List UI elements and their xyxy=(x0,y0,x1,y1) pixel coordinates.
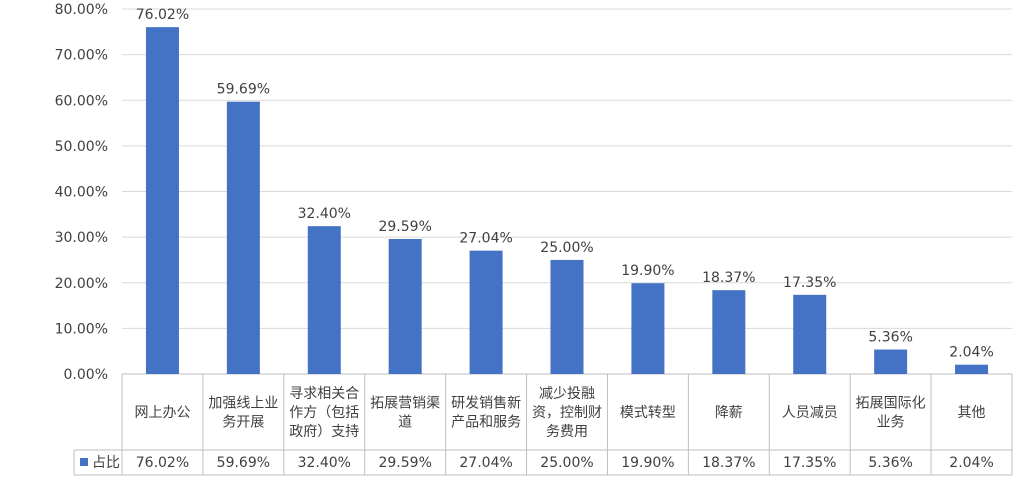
data-label: 27.04% xyxy=(459,231,512,247)
category-label: 模式转型 xyxy=(620,405,676,421)
category-label: 务开展 xyxy=(222,415,264,431)
bar xyxy=(874,349,908,374)
data-label: 17.35% xyxy=(783,275,836,291)
bar xyxy=(793,294,827,374)
category-label: 拓展营销渠 xyxy=(370,396,440,412)
bar xyxy=(469,250,503,374)
bar xyxy=(712,290,746,374)
table-value: 2.04% xyxy=(949,455,993,471)
data-label: 2.04% xyxy=(949,345,993,361)
y-tick-label: 10.00% xyxy=(55,321,108,337)
table-value: 27.04% xyxy=(459,455,512,471)
legend-swatch xyxy=(80,458,88,466)
table-value: 32.40% xyxy=(298,455,351,471)
bar xyxy=(631,283,665,374)
y-tick-label: 30.00% xyxy=(55,230,108,246)
table-value: 59.69% xyxy=(217,455,270,471)
category-label: 加强线上业 xyxy=(208,396,278,412)
category-label: 其他 xyxy=(958,405,986,421)
category-label: 作方（包括 xyxy=(289,405,359,421)
category-label: 网上办公 xyxy=(134,405,190,421)
category-label: 政府）支持 xyxy=(289,424,359,440)
data-label: 5.36% xyxy=(868,330,912,346)
table-value: 19.90% xyxy=(621,455,674,471)
category-label: 业务 xyxy=(877,415,905,431)
category-label: 资，控制财 xyxy=(532,405,602,421)
y-tick-label: 60.00% xyxy=(55,93,108,109)
data-label: 59.69% xyxy=(217,82,270,98)
table-value: 29.59% xyxy=(378,455,431,471)
table-value: 76.02% xyxy=(136,455,189,471)
category-label: 务费用 xyxy=(546,424,588,440)
category-label: 产品和服务 xyxy=(451,415,521,431)
y-tick-label: 70.00% xyxy=(55,48,108,64)
data-label: 19.90% xyxy=(621,263,674,279)
category-label: 人员减员 xyxy=(782,405,838,421)
bar xyxy=(226,101,260,375)
category-label: 减少投融 xyxy=(539,386,595,402)
bar xyxy=(388,238,422,374)
bar xyxy=(307,226,341,374)
category-label: 道 xyxy=(398,415,412,431)
table-value: 17.35% xyxy=(783,455,836,471)
table-value: 5.36% xyxy=(868,455,912,471)
data-label: 18.37% xyxy=(702,270,755,286)
bar xyxy=(145,27,179,374)
data-label: 29.59% xyxy=(378,219,431,235)
y-tick-label: 20.00% xyxy=(55,276,108,292)
table-value: 25.00% xyxy=(540,455,593,471)
data-label: 32.40% xyxy=(298,206,351,222)
bar xyxy=(955,364,989,374)
data-label: 25.00% xyxy=(540,240,593,256)
table-value: 18.37% xyxy=(702,455,755,471)
data-label: 76.02% xyxy=(136,7,189,23)
category-label: 研发销售新 xyxy=(451,396,521,412)
bar xyxy=(550,259,584,374)
category-label: 寻求相关合 xyxy=(289,386,359,402)
legend-label: 占比 xyxy=(92,455,120,471)
y-tick-label: 40.00% xyxy=(55,185,108,201)
y-tick-label: 80.00% xyxy=(55,2,108,18)
category-label: 降薪 xyxy=(715,405,743,421)
y-tick-label: 0.00% xyxy=(64,367,108,383)
y-tick-label: 50.00% xyxy=(55,139,108,155)
category-label: 拓展国际化 xyxy=(856,396,926,412)
